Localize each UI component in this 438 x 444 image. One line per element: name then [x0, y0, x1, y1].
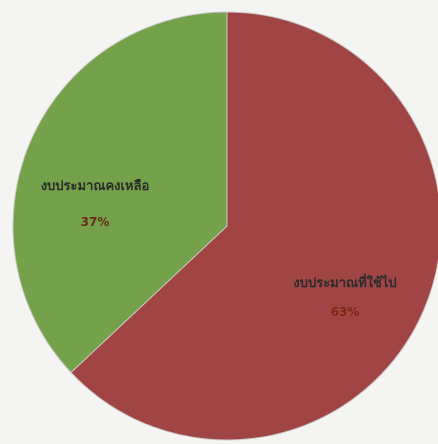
pie-labels: งบประมาณที่ใช้ไป 63% งบประมาณคงเหลือ 37%: [41, 178, 397, 319]
pie-slice-1: [70, 11, 438, 441]
pie-slice-2: [12, 11, 228, 374]
slice-label-2: งบประมาณคงเหลือ: [41, 178, 150, 194]
pie-slices: [12, 11, 438, 441]
slice-label-1: งบประมาณที่ใช้ไป: [293, 273, 396, 291]
slice-value-label-2: 37%: [81, 215, 110, 229]
slice-value-label-1: 63%: [331, 305, 360, 319]
